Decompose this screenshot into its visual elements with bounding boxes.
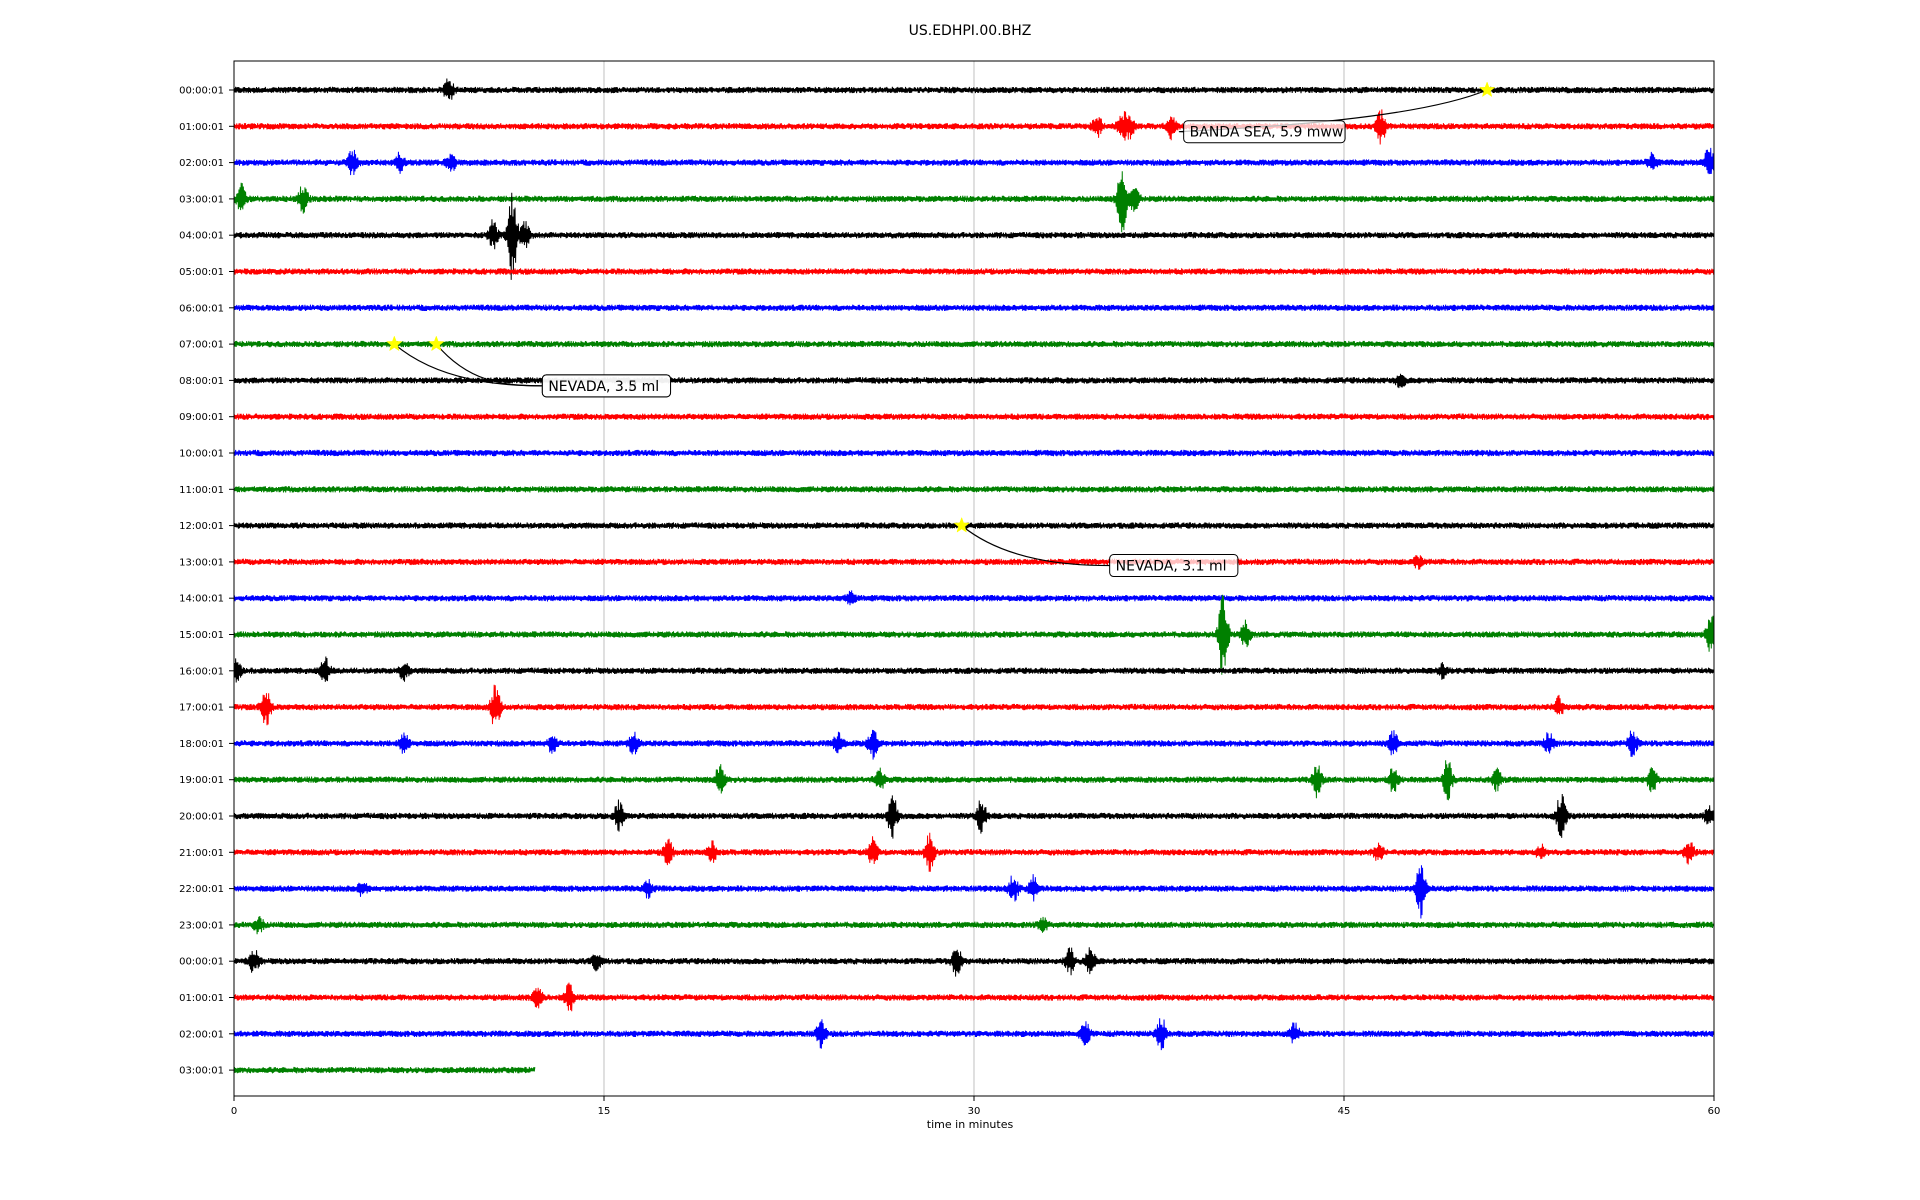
seismic-trace	[233, 760, 1714, 801]
row-time-label: 16:00:01	[179, 666, 224, 677]
trace-layer	[233, 78, 1714, 1074]
row-time-label: 18:00:01	[179, 739, 224, 750]
event-star-marker	[386, 335, 403, 352]
row-time-label: 02:00:01	[179, 158, 224, 169]
row-time-label: 19:00:01	[179, 775, 224, 786]
seismic-trace	[233, 554, 1714, 570]
annotation-box	[1109, 554, 1239, 578]
seismic-trace	[233, 449, 1714, 457]
seismic-trace	[233, 590, 1714, 606]
x-tick-label: 0	[231, 1106, 237, 1117]
seismic-trace	[233, 729, 1714, 760]
seismic-trace	[233, 147, 1714, 176]
seismic-trace	[233, 684, 1714, 726]
row-labels: 00:00:01 01:00:01 02:00:01 03:00:01 04:00:01…	[179, 86, 234, 1077]
annotation-connector	[961, 525, 1110, 567]
grid-lines	[603, 61, 1345, 1096]
row-time-label: 14:00:01	[179, 594, 224, 605]
seismic-trace	[233, 865, 1714, 919]
annotation-box	[1183, 120, 1346, 144]
row-time-label: 06:00:01	[179, 303, 224, 314]
event-star-marker	[1478, 81, 1496, 98]
x-tick-label: 15	[598, 1106, 611, 1117]
seismic-trace	[233, 373, 1714, 389]
seismic-trace	[233, 486, 1714, 493]
x-tick-label: 30	[968, 1106, 981, 1117]
row-time-label: 00:00:01	[179, 957, 224, 968]
seismic-trace	[233, 594, 1714, 675]
row-time-label: 23:00:01	[179, 920, 224, 931]
row-time-label: 00:00:01	[179, 86, 224, 97]
row-time-label: 03:00:01	[179, 1066, 224, 1077]
row-time-label: 07:00:01	[179, 340, 224, 351]
annotation-box	[541, 374, 672, 398]
seismic-trace	[233, 109, 1714, 145]
row-time-label: 21:00:01	[179, 848, 224, 859]
row-time-label: 03:00:01	[179, 194, 224, 205]
row-time-label: 01:00:01	[179, 993, 224, 1004]
annotation-label: BANDA SEA, 5.9 mww	[1183, 120, 1346, 144]
row-time-label: 13:00:01	[179, 557, 224, 568]
annotation-text: NEVADA, 3.1 ml	[1116, 559, 1227, 575]
seismic-trace	[233, 982, 1714, 1012]
seismic-trace	[233, 268, 1714, 275]
row-time-label: 01:00:01	[179, 122, 224, 133]
seismic-trace	[233, 304, 1714, 312]
x-axis-label: time in minutes	[927, 1118, 1014, 1131]
seismic-trace	[233, 171, 1714, 233]
row-time-label: 17:00:01	[179, 703, 224, 714]
seismic-trace	[233, 340, 1714, 348]
seismic-trace	[233, 1018, 1714, 1051]
annotation-label: NEVADA, 3.1 ml	[1109, 554, 1239, 578]
seismic-trace	[233, 1066, 536, 1074]
chart-title: US.EDHPI.00.BHZ	[909, 23, 1032, 39]
seismic-trace	[233, 78, 1714, 100]
row-time-label: 15:00:01	[179, 630, 224, 641]
row-time-label: 05:00:01	[179, 267, 224, 278]
seismic-trace	[233, 915, 1714, 935]
seismic-trace	[233, 656, 1714, 683]
seismic-trace	[233, 413, 1714, 420]
row-time-label: 10:00:01	[179, 449, 224, 460]
row-time-label: 20:00:01	[179, 812, 224, 823]
seismic-trace	[233, 522, 1714, 529]
row-time-label: 09:00:01	[179, 412, 224, 423]
x-tick-label: 60	[1708, 1106, 1721, 1117]
x-axis-ticks: 0 15 30 45 60	[231, 1096, 1721, 1117]
annotation-text: BANDA SEA, 5.9 mww	[1190, 125, 1344, 141]
row-time-label: 11:00:01	[179, 485, 224, 496]
row-time-label: 02:00:01	[179, 1029, 224, 1040]
event-star-marker	[428, 335, 445, 352]
annotation-connector	[435, 343, 543, 387]
x-tick-label: 45	[1338, 1106, 1351, 1117]
seismic-trace	[233, 793, 1714, 839]
event-star-marker	[953, 516, 970, 533]
row-time-label: 08:00:01	[179, 376, 224, 387]
annotation-label: NEVADA, 3.5 ml	[541, 374, 672, 398]
row-time-label: 04:00:01	[179, 231, 224, 242]
seismic-trace	[233, 947, 1714, 977]
seismic-trace	[233, 192, 1714, 280]
seismic-trace	[233, 832, 1714, 872]
annotation-text: NEVADA, 3.5 ml	[548, 379, 659, 395]
row-time-label: 12:00:01	[179, 521, 224, 532]
row-time-label: 22:00:01	[179, 884, 224, 895]
